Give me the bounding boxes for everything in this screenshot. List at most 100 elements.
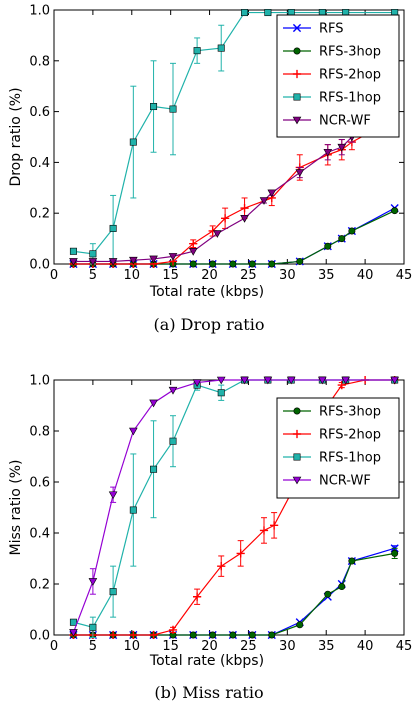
x-tick-label: 20 xyxy=(201,268,218,283)
data-point xyxy=(324,590,332,598)
x-tick-label: 40 xyxy=(357,639,374,654)
data-point xyxy=(248,260,256,268)
x-tick-label: 35 xyxy=(318,639,335,654)
y-axis-label: Drop ratio (%) xyxy=(8,87,24,186)
legend-entry: RFS-3hop xyxy=(319,405,381,420)
data-point xyxy=(338,235,346,243)
data-point xyxy=(216,376,226,385)
data-point xyxy=(259,197,269,205)
legend-entry: RFS-1hop xyxy=(319,451,381,466)
legend-entry: RFS-3hop xyxy=(319,45,381,60)
x-tick-label: 30 xyxy=(279,268,296,283)
data-point xyxy=(341,376,350,385)
data-point xyxy=(189,239,198,248)
legend-marker xyxy=(292,116,302,125)
legend-marker xyxy=(292,429,302,439)
x-tick-label: 5 xyxy=(89,268,97,283)
data-point xyxy=(296,621,304,629)
data-point xyxy=(324,242,332,250)
legend-marker xyxy=(293,453,301,461)
data-point xyxy=(69,247,77,255)
y-tick-label: 1.0 xyxy=(29,4,50,19)
series-line xyxy=(72,379,395,633)
data-point xyxy=(391,549,399,557)
legend-marker xyxy=(293,93,301,101)
data-point xyxy=(241,9,249,17)
data-point xyxy=(264,9,272,17)
y-tick-label: 0.8 xyxy=(29,54,50,69)
legend-marker xyxy=(292,23,302,33)
data-point xyxy=(149,255,158,264)
legend-marker xyxy=(293,47,301,55)
data-point xyxy=(169,105,177,113)
data-point xyxy=(229,260,237,268)
data-point xyxy=(337,143,347,152)
data-point xyxy=(259,526,269,535)
data-point xyxy=(109,224,117,232)
legend-entry: RFS xyxy=(319,22,344,37)
legend-entry: NCR-WF xyxy=(319,114,371,129)
y-tick-label: 0.8 xyxy=(29,425,50,440)
figure-caption: (b) Miss ratio xyxy=(154,683,263,702)
data-point xyxy=(229,631,237,639)
data-point xyxy=(109,630,118,639)
data-point xyxy=(295,169,305,177)
y-tick-label: 0.6 xyxy=(29,476,50,491)
series-rfs-3hop xyxy=(69,547,399,639)
series-line xyxy=(73,207,395,265)
legend-entry: RFS-1hop xyxy=(319,91,381,106)
data-point xyxy=(221,214,230,223)
legend: RFS RFS-3hop RFS-2hop RFS-1hop NCR-WF xyxy=(276,14,400,138)
data-point xyxy=(88,258,98,266)
data-point xyxy=(168,625,178,634)
legend: RFS-3hop RFS-2hop RFS-1hop NCR-WF xyxy=(276,397,400,499)
legend-marker xyxy=(292,69,302,79)
data-point xyxy=(109,588,117,596)
x-axis-label: Total rate (kbps) xyxy=(149,284,264,300)
x-tick-label: 25 xyxy=(240,268,257,283)
data-point xyxy=(236,549,245,558)
y-tick-label: 0.4 xyxy=(29,527,50,542)
data-point xyxy=(189,631,197,639)
data-point xyxy=(129,138,137,146)
legend-entry: RFS-2hop xyxy=(319,428,381,443)
data-point xyxy=(296,257,304,265)
y-tick-label: 0.2 xyxy=(29,207,50,222)
chart-panel-2: 0 5 10 15 20 25 30 35 40 45 0.0 0.2 0.4 0.6 0.8 1.0 Tota… xyxy=(8,374,412,703)
x-tick-label: 45 xyxy=(396,639,413,654)
data-point xyxy=(263,376,273,385)
data-point xyxy=(348,557,356,565)
data-point xyxy=(89,623,97,631)
legend-entry: RFS-2hop xyxy=(319,68,381,83)
y-tick-label: 0.2 xyxy=(29,578,50,593)
x-tick-label: 35 xyxy=(318,268,335,283)
x-tick-label: 0 xyxy=(50,268,58,283)
y-tick-label: 0.0 xyxy=(29,629,50,644)
series-rfs-3hop xyxy=(69,207,399,268)
data-point xyxy=(268,260,276,268)
data-point xyxy=(69,258,78,266)
data-point xyxy=(108,258,118,266)
data-point xyxy=(209,631,217,639)
data-point xyxy=(348,227,356,235)
series-line xyxy=(73,210,395,265)
data-point xyxy=(89,250,97,258)
series-line xyxy=(73,11,395,255)
x-tick-label: 5 xyxy=(89,639,97,654)
data-point xyxy=(391,207,399,215)
data-point xyxy=(69,618,77,626)
figure-caption: (a) Drop ratio xyxy=(154,315,265,334)
data-point xyxy=(192,379,202,387)
data-point xyxy=(189,260,197,268)
data-point xyxy=(209,260,217,268)
data-point xyxy=(240,214,249,223)
data-point xyxy=(323,148,333,157)
x-tick-label: 20 xyxy=(201,639,218,654)
series-line xyxy=(73,552,395,636)
data-point xyxy=(169,437,177,445)
data-point xyxy=(338,583,346,591)
data-point xyxy=(248,631,256,639)
data-point xyxy=(168,386,178,395)
x-tick-label: 10 xyxy=(124,639,141,654)
